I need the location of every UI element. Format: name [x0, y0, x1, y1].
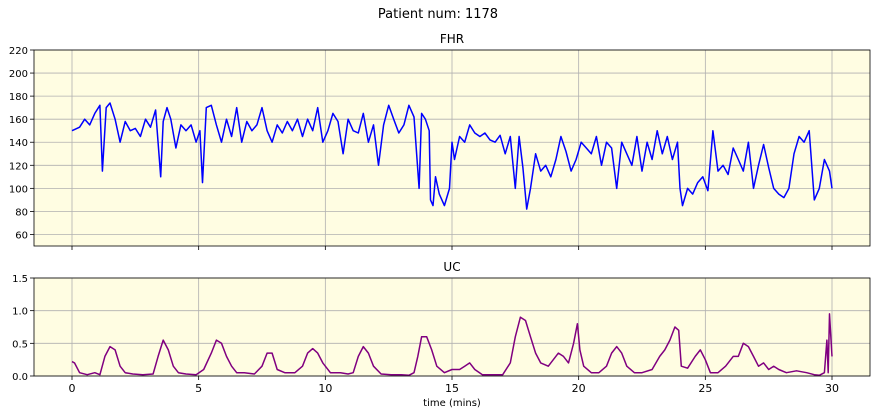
fhr-series-line	[71, 102, 833, 210]
uc-ytick-label: 0.5	[12, 339, 28, 350]
uc-xtick-label: 25	[698, 382, 712, 395]
uc-xtick-label: 30	[825, 382, 839, 395]
uc-axes: 0 5 10 15 20 25 30 0.0 0.5 1.0 1.5 UC time (mins)	[12, 260, 871, 409]
fhr-ytick-label: 80	[15, 207, 28, 218]
uc-xtick-label: 15	[445, 382, 459, 395]
fhr-axes: 60 80 100 120 140 160 180 200 220 FHR	[9, 32, 871, 250]
fhr-ytick-label: 180	[9, 92, 28, 103]
fhr-ytick-label: 120	[9, 161, 28, 172]
fhr-title: FHR	[440, 32, 464, 46]
uc-series-line	[71, 313, 833, 377]
uc-title: UC	[443, 260, 460, 274]
uc-xtick-label: 5	[195, 382, 202, 395]
fhr-ytick-label: 160	[9, 115, 28, 126]
fhr-ytick-label: 200	[9, 69, 28, 80]
fhr-ytick-label: 60	[15, 230, 28, 241]
uc-ytick-label: 0.0	[12, 372, 28, 383]
uc-xtick-label: 20	[572, 382, 586, 395]
uc-ytick-label: 1.0	[12, 307, 28, 318]
figure-suptitle: Patient num: 1178	[378, 7, 498, 22]
uc-xtick-label: 10	[318, 382, 332, 395]
uc-ytick-label: 1.5	[12, 274, 28, 285]
fhr-ytick-label: 140	[9, 138, 28, 149]
fhr-ytick-label: 100	[9, 184, 28, 195]
uc-xtick-label: 0	[69, 382, 76, 395]
uc-xlabel: time (mins)	[423, 398, 481, 409]
fhr-ytick-label: 220	[9, 46, 28, 57]
